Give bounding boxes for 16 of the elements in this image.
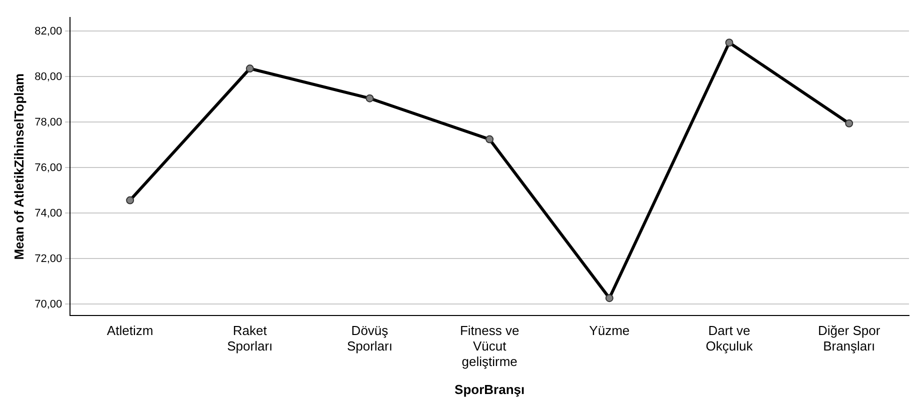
x-tick-label: Yüzme	[589, 322, 630, 338]
y-tick-label: 76,00	[34, 162, 62, 174]
y-tick-label: 80,00	[34, 70, 62, 83]
x-tick-label: Diğer Spor Branşları	[818, 322, 881, 354]
y-axis-title: Mean of AtletikZihinselToplam	[11, 73, 26, 260]
x-tick-label: Atletizm	[106, 322, 154, 338]
y-tick-label: 82,00	[34, 25, 62, 38]
x-tick-label: Fitness ve Vücut geliştirme	[460, 322, 520, 370]
y-tick-label: 72,00	[34, 252, 62, 265]
x-tick-label: Dart ve Okçuluk	[706, 322, 754, 354]
y-tick-label: 70,00	[34, 298, 62, 310]
x-tick-label: Raket Sporları	[227, 322, 273, 354]
x-axis-title: SporBranşı	[454, 382, 525, 397]
y-tick-label: 74,00	[34, 207, 62, 220]
x-tick-label: Dövüş Sporları	[346, 322, 392, 354]
y-tick-label: 78,00	[34, 116, 62, 128]
